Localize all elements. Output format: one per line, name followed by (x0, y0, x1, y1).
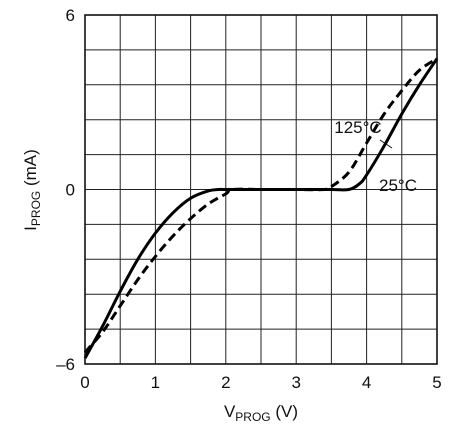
y-tick-label: –6 (56, 355, 75, 374)
series-label-125c: 125°C (334, 118, 381, 137)
x-tick-label: 0 (80, 373, 89, 392)
series-line-125c (83, 57, 438, 354)
tick-labels: 0 1 2 3 4 5 –6 0 6 (56, 6, 442, 392)
x-axis-label: VPROG (V) (224, 402, 298, 424)
y-tick-label: 0 (66, 181, 75, 200)
x-tick-label: 4 (362, 373, 371, 392)
x-tick-label: 3 (291, 373, 300, 392)
y-tick-label: 6 (66, 6, 75, 25)
x-tick-label: 2 (221, 373, 230, 392)
series-label-125c-leader (379, 139, 393, 149)
x-tick-label: 1 (151, 373, 160, 392)
series-layer (83, 57, 439, 359)
y-axis-label: IPROG (mA) (21, 149, 43, 231)
series-label-25c: 25°C (379, 176, 417, 195)
plot-frame (84, 14, 438, 365)
x-tick-label: 5 (432, 373, 441, 392)
